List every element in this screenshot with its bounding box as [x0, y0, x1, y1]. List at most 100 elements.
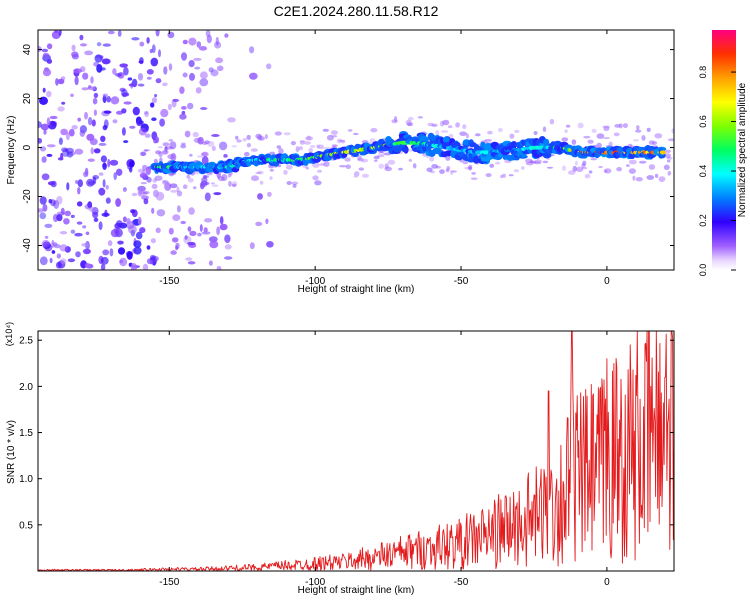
heatmap-halo-blob — [408, 158, 412, 162]
heatmap-noise-blob — [201, 155, 209, 165]
snr-x-label: Height of straight line (km) — [298, 585, 415, 596]
heatmap-halo-blob — [169, 172, 177, 175]
heatmap-noise-blob — [58, 137, 63, 145]
heatmap-noise-blob — [185, 257, 193, 261]
heatmap-halo-blob — [143, 149, 151, 152]
heatmap-noise-blob — [169, 183, 178, 189]
heatmap-halo-blob — [474, 133, 481, 137]
heatmap-noise-blob — [117, 247, 126, 255]
heatmap-noise-blob — [93, 148, 101, 154]
heatmap-halo-blob — [161, 150, 169, 154]
heatmap-halo-blob — [322, 128, 329, 132]
heatmap-halo-blob — [614, 124, 621, 128]
heatmap-noise-blob — [188, 37, 197, 46]
heatmap-noise-blob — [210, 69, 219, 77]
heatmap-noise-blob — [87, 117, 93, 126]
heatmap-halo-blob — [291, 181, 299, 185]
heatmap-halo-blob — [628, 168, 637, 175]
heatmap-halo-blob — [495, 161, 501, 165]
heatmap-noise-blob — [105, 197, 111, 204]
heatmap-noise-blob — [81, 87, 89, 91]
heatmap-halo-blob — [236, 139, 242, 143]
snr-multiplier: (x10⁴) — [4, 322, 14, 346]
heatmap-noise-blob — [130, 263, 138, 270]
heatmap-noise-blob — [54, 30, 58, 33]
heatmap-halo-blob — [295, 146, 300, 153]
heatmap-halo-blob — [141, 169, 147, 173]
heatmap-halo-blob — [459, 131, 467, 136]
heatmap-halo-blob — [369, 138, 376, 143]
heatmap-noise-blob — [255, 221, 263, 227]
y-tick-label: -20 — [22, 189, 33, 204]
heatmap-noise-blob — [133, 246, 142, 255]
heatmap-noise-blob — [71, 51, 79, 58]
heatmap-halo-blob — [616, 167, 622, 172]
heatmap-noise-blob — [67, 258, 76, 263]
heatmap-noise-blob — [38, 45, 42, 53]
heatmap-noise-blob — [63, 218, 70, 225]
heatmap-halo-blob — [429, 156, 435, 162]
heatmap-noise-blob — [57, 78, 65, 85]
heatmap-halo-blob — [391, 119, 398, 124]
heatmap-noise-blob — [98, 172, 104, 176]
heatmap-noise-blob — [214, 41, 222, 49]
heatmap-noise-blob — [209, 240, 219, 249]
heatmap-halo-blob — [139, 190, 143, 195]
heatmap-halo-blob — [193, 186, 197, 190]
heatmap-noise-blob — [139, 227, 146, 234]
heatmap-halo-blob — [533, 131, 538, 135]
heatmap-noise-blob — [224, 33, 229, 38]
snr-frame — [37, 330, 675, 572]
heatmap-noise-blob — [189, 230, 197, 237]
heatmap-noise-blob — [43, 129, 47, 135]
heatmap-halo-blob — [370, 128, 378, 133]
heatmap-noise-blob — [216, 265, 222, 270]
heatmap-halo-blob — [567, 170, 576, 175]
heatmap-noise-blob — [186, 174, 191, 179]
heatmap-noise-blob — [48, 120, 57, 130]
heatmap-noise-blob — [77, 117, 81, 122]
heatmap-halo-blob — [189, 153, 193, 157]
spectrogram-heatmap — [38, 30, 674, 270]
heatmap-noise-blob — [109, 248, 114, 257]
heatmap-halo-blob — [582, 160, 587, 166]
heatmap-noise-blob — [119, 259, 124, 264]
heatmap-noise-blob — [216, 65, 224, 72]
heatmap-band-blob — [510, 141, 518, 149]
heatmap-halo-blob — [269, 151, 276, 155]
heatmap-noise-blob — [82, 72, 89, 80]
heatmap-halo-blob — [331, 144, 338, 147]
heatmap-noise-blob — [41, 173, 50, 181]
heatmap-noise-blob — [155, 78, 162, 84]
heatmap-halo-blob — [596, 133, 605, 139]
heatmap-halo-blob — [384, 166, 393, 172]
heatmap-noise-blob — [57, 106, 65, 112]
heatmap-halo-blob — [176, 190, 183, 197]
snr-y-label: SNR (10 * v/v) — [6, 420, 17, 484]
heatmap-noise-blob — [46, 117, 51, 126]
heatmap-noise-blob — [60, 128, 68, 136]
heatmap-noise-blob — [87, 158, 95, 162]
heatmap-noise-blob — [151, 97, 158, 104]
heatmap-halo-blob — [513, 169, 520, 173]
heatmap-noise-blob — [83, 171, 89, 178]
heatmap-noise-blob — [199, 224, 203, 232]
heatmap-halo-blob — [485, 173, 492, 178]
heatmap-halo-blob — [487, 130, 493, 135]
heatmap-halo-blob — [602, 125, 611, 129]
heatmap-halo-blob — [314, 180, 322, 186]
heatmap-noise-blob — [81, 243, 89, 247]
heatmap-noise-blob — [149, 48, 153, 54]
heatmap-halo-blob — [360, 158, 369, 163]
heatmap-halo-blob — [440, 130, 449, 133]
heatmap-halo-blob — [168, 139, 173, 142]
heatmap-halo-blob — [658, 176, 666, 183]
colorbar-ticks: 0.0 0.2 0.4 0.6 0.8 — [698, 66, 736, 276]
heatmap-halo-blob — [520, 166, 525, 170]
heatmap-halo-blob — [235, 135, 239, 140]
heatmap-noise-blob — [92, 175, 100, 180]
heatmap-halo-blob — [255, 171, 262, 175]
heatmap-halo-blob — [591, 128, 597, 133]
heatmap-noise-blob — [107, 240, 113, 247]
heatmap-noise-blob — [211, 134, 220, 137]
